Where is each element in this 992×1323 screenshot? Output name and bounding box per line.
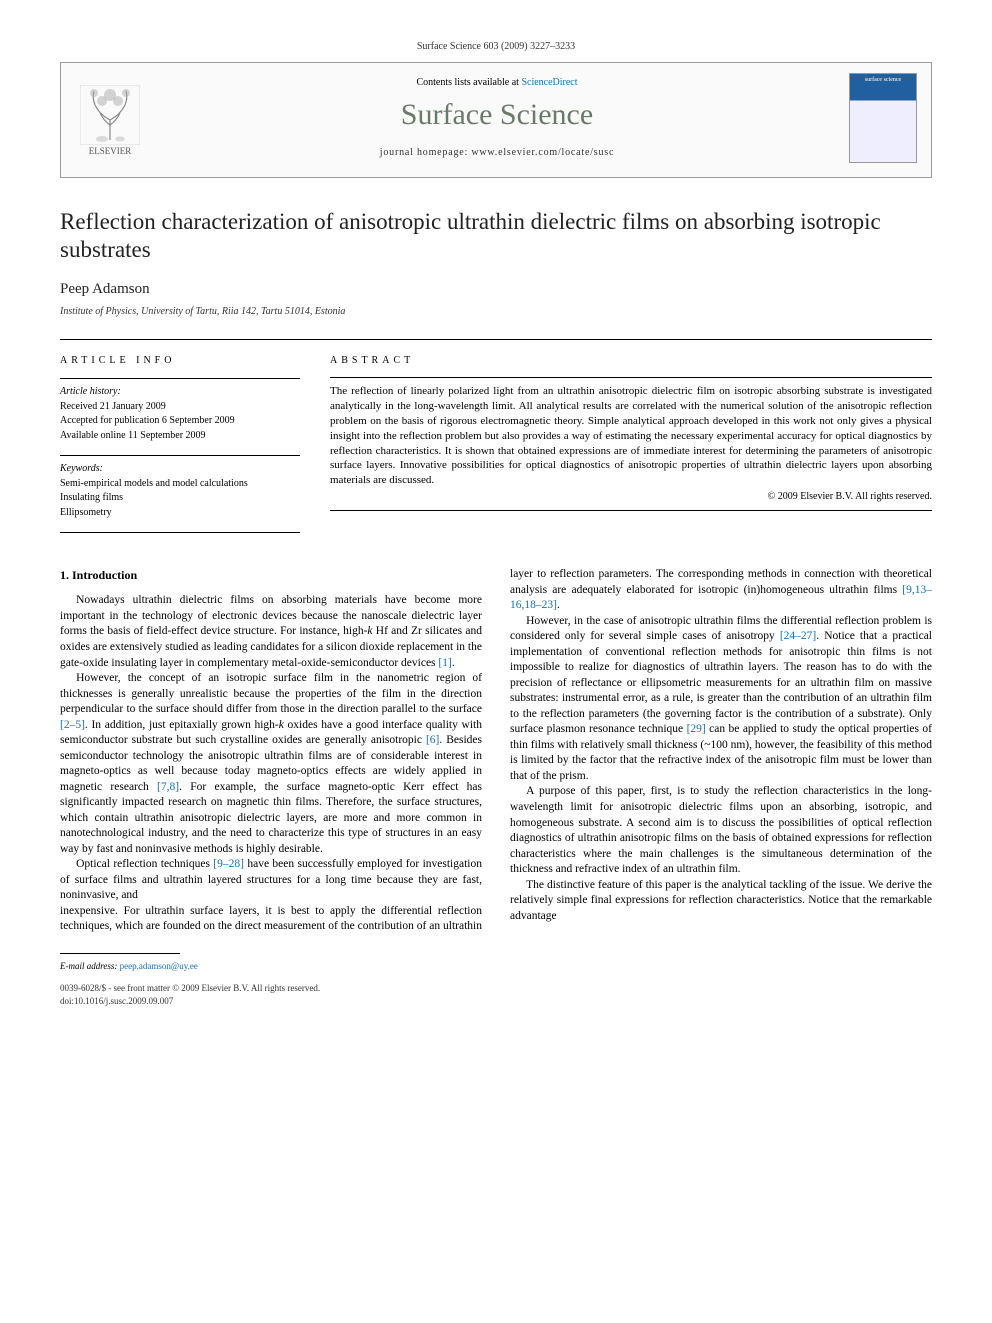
- contents-line: Contents lists available at ScienceDirec…: [161, 76, 833, 90]
- body-paragraph: A purpose of this paper, first, is to st…: [510, 784, 932, 877]
- accepted-date: Accepted for publication 6 September 200…: [60, 414, 300, 429]
- divider: [330, 377, 932, 378]
- author-affiliation: Institute of Physics, University of Tart…: [60, 305, 932, 319]
- doi: doi:10.1016/j.susc.2009.09.007: [60, 995, 320, 1007]
- body-text: .: [557, 599, 560, 611]
- journal-header-box: ELSEVIER Contents lists available at Sci…: [60, 62, 932, 178]
- abstract-column: ABSTRACT The reflection of linearly pola…: [330, 354, 932, 540]
- body-paragraph: The distinctive feature of this paper is…: [510, 878, 932, 925]
- author-name: Peep Adamson: [60, 279, 932, 299]
- divider: [60, 378, 300, 379]
- keyword: Semi-empirical models and model calculat…: [60, 477, 300, 492]
- tree-icon: [80, 85, 140, 145]
- body-text: Optical reflection techniques: [76, 858, 213, 870]
- citation-link[interactable]: [7,8]: [157, 781, 179, 793]
- citation-link[interactable]: [24–27]: [780, 630, 816, 642]
- body-text: 1. Introduction Nowadays ultrathin diele…: [60, 567, 932, 935]
- homepage-line: journal homepage: www.elsevier.com/locat…: [161, 146, 833, 160]
- sciencedirect-link[interactable]: ScienceDirect: [521, 77, 577, 88]
- footnote-area: E-mail address: peep.adamson@uy.ee: [60, 960, 932, 973]
- divider: [330, 510, 932, 511]
- article-title: Reflection characterization of anisotrop…: [60, 208, 932, 266]
- email-label: E-mail address:: [60, 961, 120, 971]
- keyword: Ellipsometry: [60, 506, 300, 521]
- online-date: Available online 11 September 2009: [60, 429, 300, 444]
- homepage-url[interactable]: www.elsevier.com/locate/susc: [471, 147, 614, 158]
- citation-link[interactable]: [9–28]: [213, 858, 244, 870]
- contents-prefix: Contents lists available at: [416, 77, 521, 88]
- keyword: Insulating films: [60, 491, 300, 506]
- section-heading: 1. Introduction: [60, 567, 482, 583]
- abstract-copyright: © 2009 Elsevier B.V. All rights reserved…: [330, 490, 932, 504]
- body-text: .: [452, 657, 455, 669]
- footnote-rule: [60, 953, 180, 954]
- citation-link[interactable]: [6]: [426, 734, 439, 746]
- divider: [60, 532, 300, 533]
- email-link[interactable]: peep.adamson@uy.ee: [120, 961, 198, 971]
- citation-link[interactable]: [1]: [438, 657, 451, 669]
- received-date: Received 21 January 2009: [60, 400, 300, 415]
- body-text: . In addition, just epitaxially grown hi…: [85, 719, 279, 731]
- running-header: Surface Science 603 (2009) 3227–3233: [60, 40, 932, 54]
- body-text: . Notice that a practical implementation…: [510, 630, 932, 735]
- abstract-heading: ABSTRACT: [330, 354, 932, 368]
- copyright-line: 0039-6028/$ - see front matter © 2009 El…: [60, 982, 320, 994]
- citation-link[interactable]: [2–5]: [60, 719, 85, 731]
- citation-link[interactable]: [29]: [687, 723, 706, 735]
- body-text: However, the concept of an isotropic sur…: [60, 672, 482, 715]
- journal-cover-thumb: surface science: [849, 73, 917, 163]
- keywords-heading: Keywords:: [60, 462, 300, 477]
- history-heading: Article history:: [60, 385, 300, 400]
- publisher-label: ELSEVIER: [89, 145, 132, 157]
- elsevier-logo: ELSEVIER: [75, 78, 145, 158]
- journal-title: Surface Science: [161, 95, 833, 136]
- cover-label: surface science: [852, 76, 914, 84]
- abstract-text: The reflection of linearly polarized lig…: [330, 384, 932, 488]
- divider: [60, 455, 300, 456]
- article-info-heading: ARTICLE INFO: [60, 354, 300, 369]
- article-info-column: ARTICLE INFO Article history: Received 2…: [60, 354, 300, 540]
- homepage-prefix: journal homepage:: [380, 147, 472, 158]
